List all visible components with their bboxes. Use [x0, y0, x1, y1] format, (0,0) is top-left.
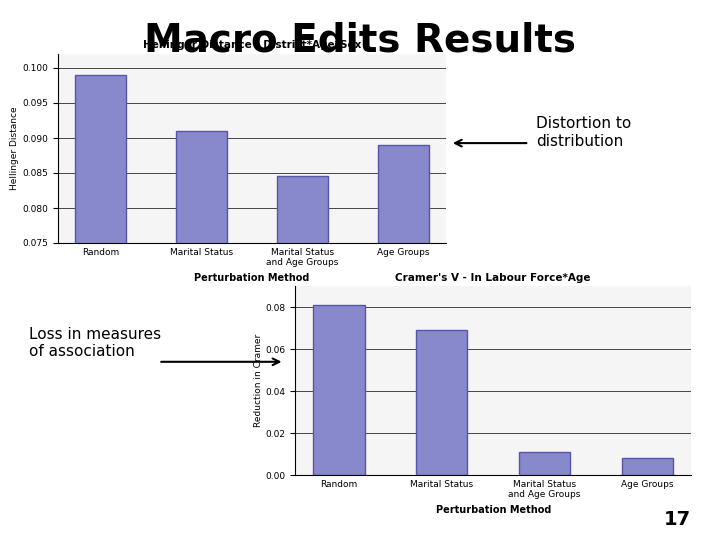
Bar: [622, 458, 673, 475]
Title: Cramer's V - In Labour Force*Age: Cramer's V - In Labour Force*Age: [395, 273, 591, 282]
Y-axis label: Hellinger Distance: Hellinger Distance: [10, 107, 19, 190]
Text: Loss in measures
of association: Loss in measures of association: [29, 327, 161, 359]
Y-axis label: Reduction in Cramer: Reduction in Cramer: [253, 334, 263, 427]
X-axis label: Perturbation Method: Perturbation Method: [194, 273, 310, 283]
Bar: [378, 145, 428, 540]
Bar: [277, 177, 328, 540]
Text: Distortion to
distribution: Distortion to distribution: [536, 116, 631, 148]
Text: Macro Edits Results: Macro Edits Results: [144, 22, 576, 59]
Bar: [76, 75, 126, 540]
Bar: [176, 131, 227, 540]
Bar: [519, 452, 570, 475]
Text: 17: 17: [664, 510, 691, 529]
Title: Hellinger Distance - District*Age*Sex: Hellinger Distance - District*Age*Sex: [143, 40, 361, 50]
Bar: [416, 330, 467, 475]
Bar: [313, 305, 364, 475]
X-axis label: Perturbation Method: Perturbation Method: [436, 505, 551, 515]
